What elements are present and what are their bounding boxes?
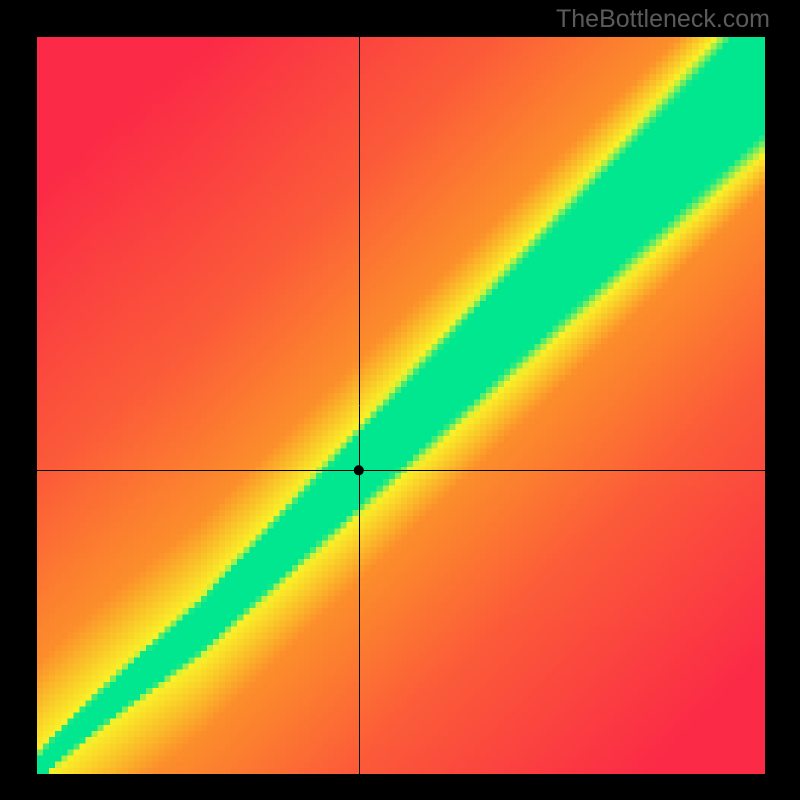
heatmap-area (37, 37, 765, 774)
watermark-text: TheBottleneck.com (556, 5, 770, 34)
crosshair-overlay (37, 37, 765, 774)
bottleneck-chart-frame: TheBottleneck.com (0, 0, 800, 800)
